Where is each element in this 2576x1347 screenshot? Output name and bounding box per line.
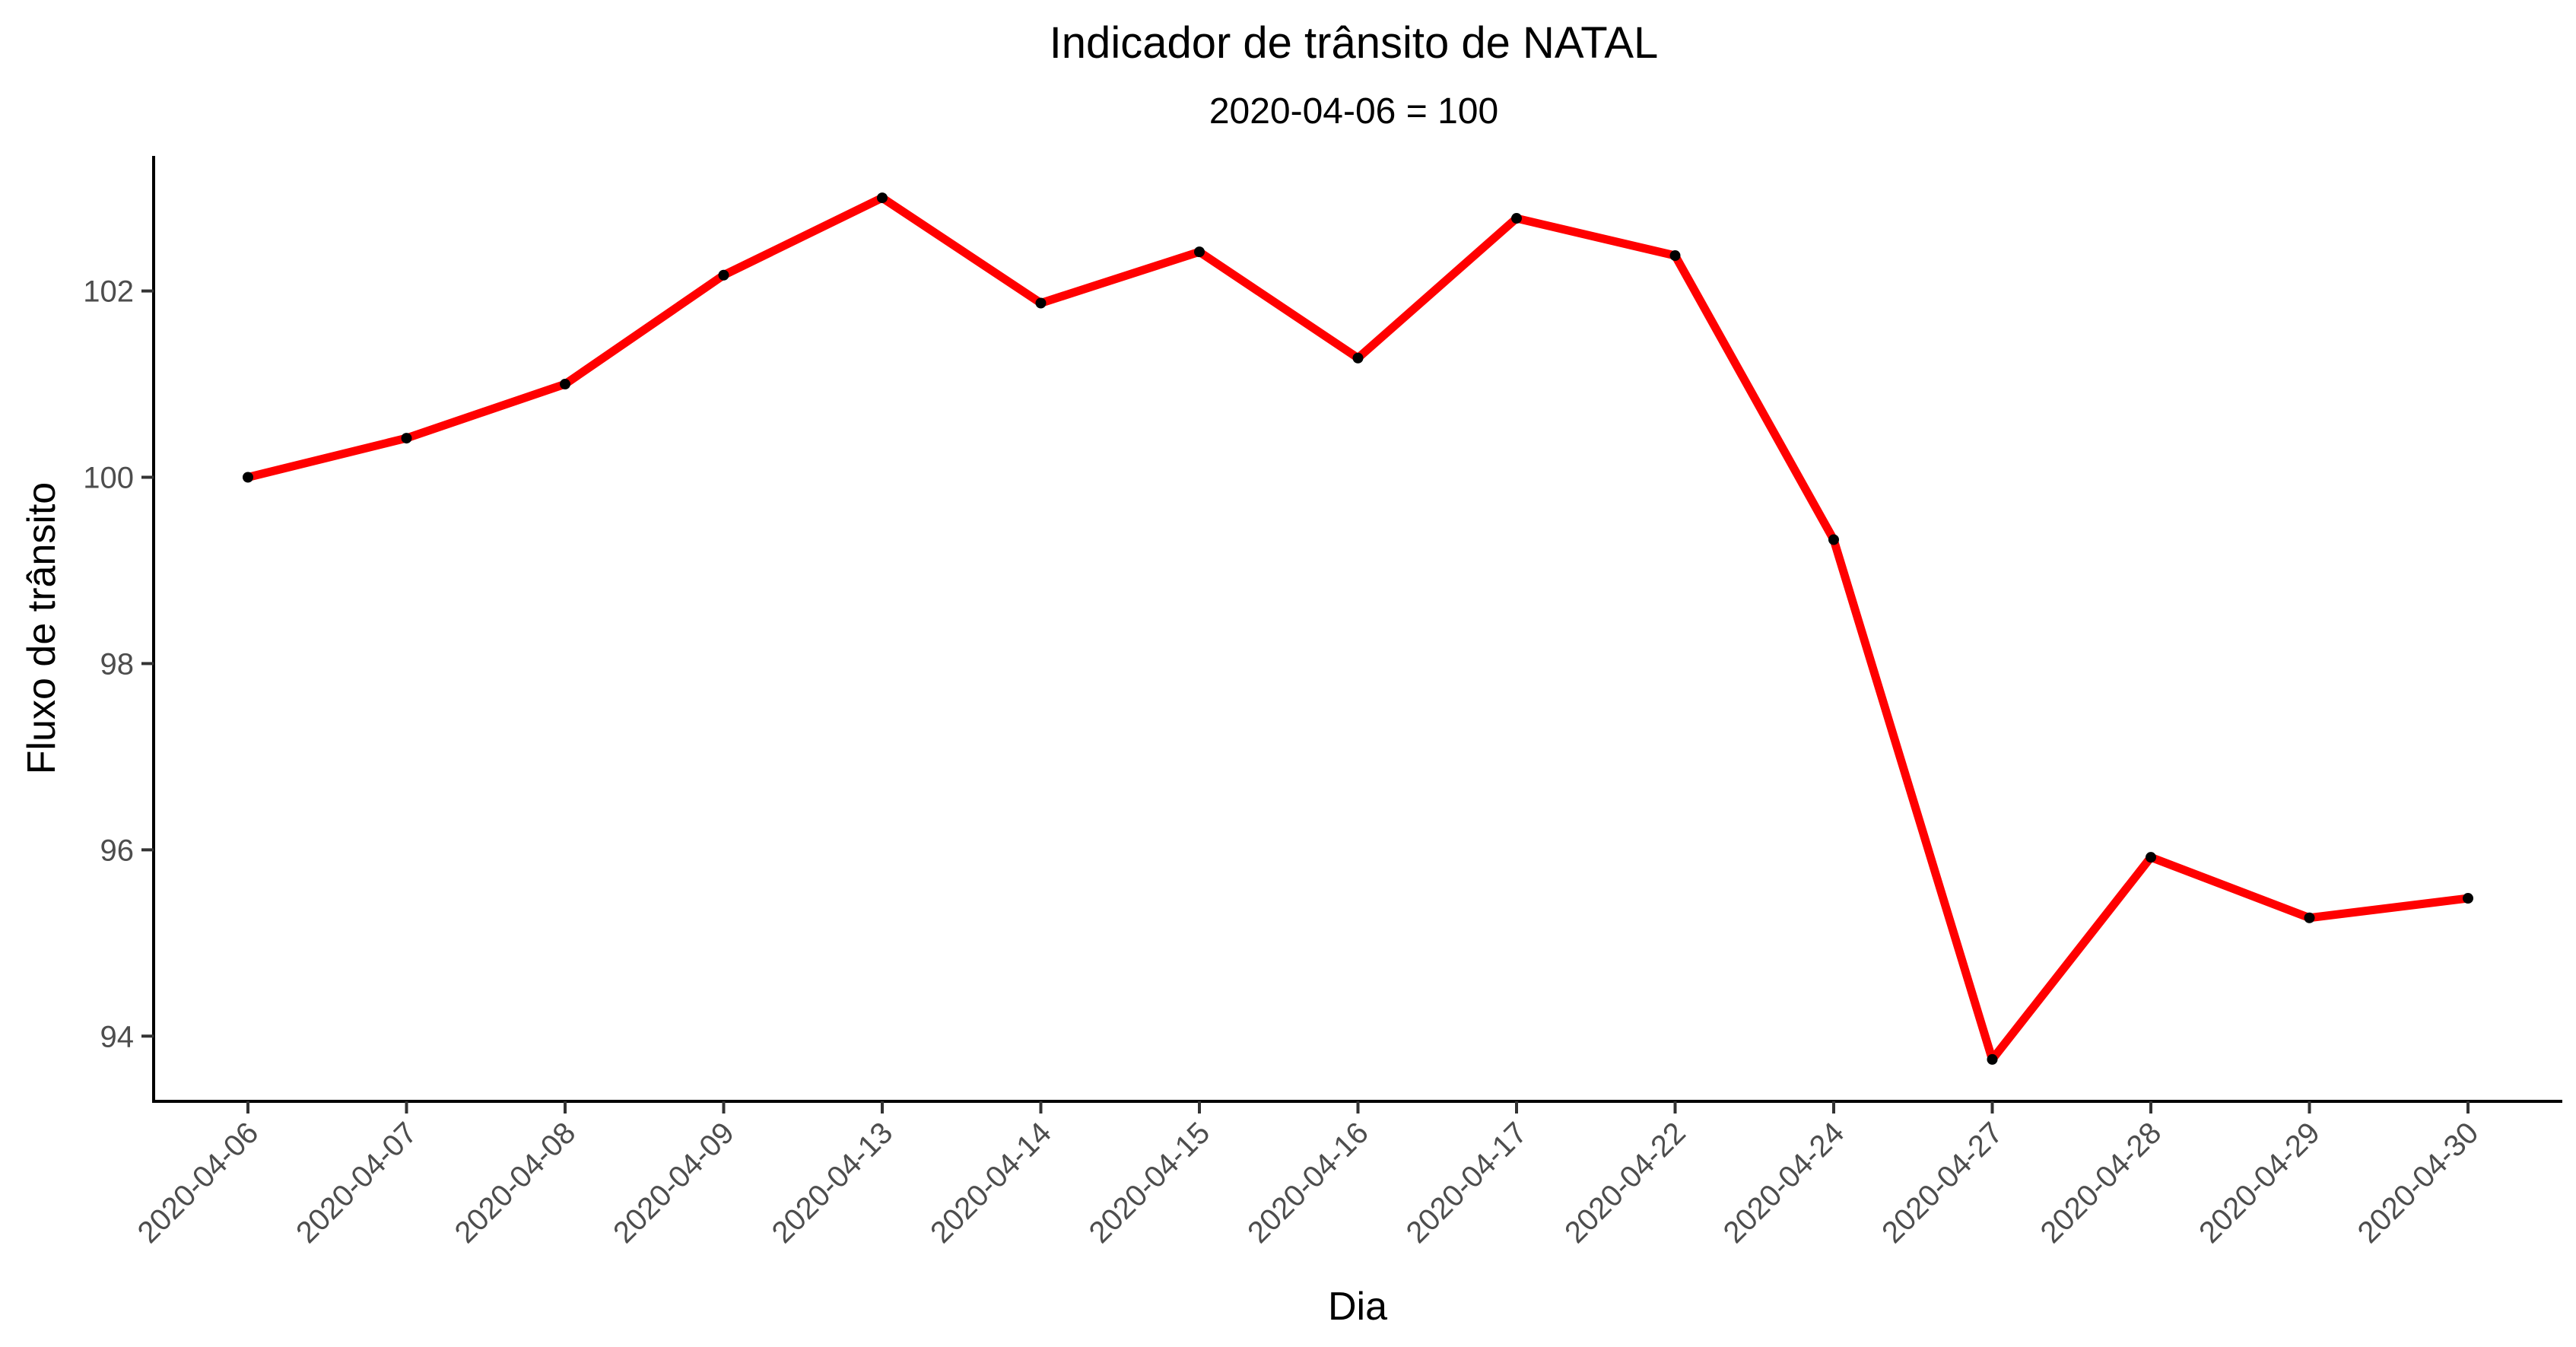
x-tick-label: 2020-04-16 — [1241, 1116, 1375, 1250]
x-tick-label: 2020-04-27 — [1876, 1116, 2009, 1250]
data-point — [560, 379, 570, 390]
x-axis-title: Dia — [1328, 1285, 1387, 1329]
data-point — [1828, 534, 1839, 545]
data-point — [877, 192, 888, 204]
x-tick-label: 2020-04-22 — [1558, 1116, 1692, 1250]
data-point — [243, 472, 253, 483]
y-tick-label: 100 — [83, 461, 134, 494]
x-tick-label: 2020-04-06 — [132, 1116, 265, 1250]
chart-subtitle: 2020-04-06 = 100 — [1209, 91, 1498, 132]
data-point — [1669, 250, 1681, 262]
x-tick-label: 2020-04-17 — [1400, 1116, 1534, 1250]
data-point — [1194, 246, 1205, 258]
y-tick-label: 102 — [83, 275, 134, 309]
x-tick-label: 2020-04-14 — [924, 1116, 1058, 1250]
x-tick-label: 2020-04-28 — [2034, 1116, 2168, 1250]
data-point — [718, 269, 729, 281]
data-point — [401, 433, 412, 444]
data-point — [1035, 297, 1047, 309]
data-point — [2463, 893, 2473, 904]
y-tick-label: 96 — [100, 834, 135, 867]
data-point — [1352, 352, 1364, 364]
data-point — [1511, 213, 1522, 224]
x-tick-label: 2020-04-07 — [290, 1116, 424, 1250]
x-tick-label: 2020-04-08 — [449, 1116, 583, 1250]
chart-title: Indicador de trânsito de NATAL — [1050, 18, 1659, 68]
series-line — [243, 193, 2473, 1064]
x-tick-label: 2020-04-30 — [2352, 1116, 2485, 1250]
x-tick-label: 2020-04-29 — [2193, 1116, 2327, 1250]
data-point — [2304, 912, 2315, 923]
y-axis-ticks: 94 96 98 100 102 — [83, 275, 154, 1053]
data-point — [2146, 852, 2156, 863]
y-tick-label: 98 — [100, 647, 135, 681]
data-points — [243, 192, 2473, 1065]
x-tick-label: 2020-04-13 — [766, 1116, 900, 1250]
data-point — [1987, 1053, 1998, 1065]
x-tick-label: 2020-04-15 — [1083, 1116, 1217, 1250]
x-tick-label: 2020-04-24 — [1717, 1116, 1851, 1250]
y-tick-label: 94 — [100, 1020, 135, 1053]
x-axis-ticks: 2020-04-06 2020-04-07 2020-04-08 2020-04-09… — [132, 1101, 2485, 1250]
y-axis-title: Fluxo de trânsito — [20, 482, 64, 774]
x-tick-label: 2020-04-09 — [607, 1116, 741, 1250]
